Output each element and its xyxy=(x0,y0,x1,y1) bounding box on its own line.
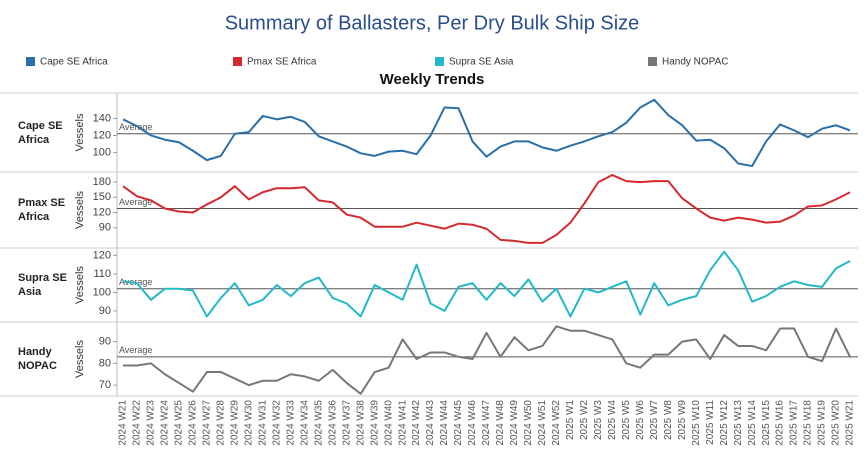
y-tick-label: 90 xyxy=(99,335,111,347)
average-label: Average xyxy=(119,345,152,355)
x-tick-label: 2025 W1 xyxy=(565,400,576,440)
x-tick-label: 2024 W23 xyxy=(146,400,157,446)
x-tick-label: 2025 W20 xyxy=(831,400,842,446)
x-tick-label: 2024 W29 xyxy=(229,400,240,446)
legend-swatch xyxy=(233,57,242,66)
x-tick-label: 2025 W21 xyxy=(845,400,856,446)
series-line xyxy=(123,325,851,395)
x-tick-label: 2024 W44 xyxy=(439,400,450,446)
x-tick-label: 2025 W6 xyxy=(635,400,646,440)
legend-label: Handy NOPAC xyxy=(662,57,729,68)
y-tick-label: 70 xyxy=(99,379,111,391)
y-tick-label: 90 xyxy=(99,305,111,317)
y-tick-label: 120 xyxy=(93,129,111,141)
y-axis-label: Vessels xyxy=(74,266,86,304)
x-tick-label: 2025 W13 xyxy=(733,400,744,446)
average-label: Average xyxy=(119,197,152,207)
x-tick-label: 2025 W17 xyxy=(789,400,800,446)
x-tick-label: 2024 W50 xyxy=(523,400,534,446)
x-tick-label: 2024 W30 xyxy=(243,400,254,446)
x-tick-label: 2024 W46 xyxy=(467,400,478,446)
x-tick-label: 2025 W8 xyxy=(663,400,674,440)
x-tick-label: 2025 W11 xyxy=(705,400,716,445)
x-tick-label: 2025 W19 xyxy=(817,400,828,446)
x-tick-label: 2024 W41 xyxy=(397,400,408,446)
chart-title: Summary of Ballasters, Per Dry Bulk Ship… xyxy=(225,12,640,34)
legend-label: Supra SE Asia xyxy=(449,57,514,68)
y-tick-label: 140 xyxy=(93,112,111,124)
x-tick-label: 2024 W31 xyxy=(257,400,268,446)
y-axis-label: Vessels xyxy=(74,340,86,378)
x-tick-label: 2025 W5 xyxy=(621,400,632,440)
series-line xyxy=(122,98,851,168)
x-tick-label: 2024 W47 xyxy=(481,400,492,446)
x-tick-label: 2024 W24 xyxy=(160,400,171,446)
x-tick-label: 2024 W34 xyxy=(299,400,310,446)
x-tick-label: 2024 W27 xyxy=(202,400,213,446)
average-label: Average xyxy=(119,122,152,132)
x-tick-label: 2025 W3 xyxy=(593,400,604,440)
x-tick-label: 2024 W35 xyxy=(313,400,324,446)
row-label: Handy NOPAC xyxy=(18,346,57,372)
x-tick-label: 2024 W32 xyxy=(271,400,282,446)
x-tick-label: 2024 W37 xyxy=(341,400,352,446)
x-tick-label: 2025 W4 xyxy=(607,400,618,440)
series-line xyxy=(122,250,851,318)
x-tick-label: 2024 W38 xyxy=(355,400,366,446)
row-label: Supra SE Asia xyxy=(18,272,67,298)
x-tick-label: 2025 W18 xyxy=(803,400,814,446)
y-tick-label: 100 xyxy=(93,286,111,298)
y-tick-label: 180 xyxy=(93,176,111,188)
y-tick-label: 100 xyxy=(93,146,111,158)
x-tick-label: 2025 W10 xyxy=(691,400,702,446)
legend-label: Pmax SE Africa xyxy=(247,57,317,68)
legend-label: Cape SE Africa xyxy=(40,57,108,68)
x-tick-label: 2024 W45 xyxy=(453,400,464,446)
x-tick-label: 2025 W14 xyxy=(747,400,758,446)
x-tick-label: 2024 W25 xyxy=(174,400,185,446)
chart-subtitle: Weekly Trends xyxy=(380,71,485,88)
y-tick-label: 120 xyxy=(93,206,111,218)
legend-swatch xyxy=(648,57,657,66)
x-tick-label: 2024 W43 xyxy=(425,400,436,446)
x-tick-label: 2025 W2 xyxy=(579,400,590,440)
y-tick-label: 150 xyxy=(93,191,111,203)
row-label: Cape SE Africa xyxy=(18,119,63,146)
x-tick-label: 2024 W22 xyxy=(132,400,143,446)
y-tick-label: 80 xyxy=(99,357,111,369)
y-tick-label: 90 xyxy=(99,222,111,234)
y-tick-label: 110 xyxy=(93,268,111,280)
y-tick-label: 120 xyxy=(93,249,111,261)
x-tick-label: 2024 W42 xyxy=(411,400,422,446)
y-axis-label: Vessels xyxy=(74,191,86,229)
series-line xyxy=(122,174,851,244)
x-tick-label: 2024 W28 xyxy=(216,400,227,446)
x-tick-label: 2024 W33 xyxy=(285,400,296,446)
row-label: Pmax SE Africa xyxy=(18,197,66,223)
x-tick-label: 2025 W12 xyxy=(719,400,730,446)
x-tick-label: 2025 W16 xyxy=(775,400,786,446)
x-tick-label: 2024 W36 xyxy=(327,400,338,446)
x-tick-label: 2024 W40 xyxy=(383,400,394,446)
x-tick-label: 2024 W48 xyxy=(495,400,506,446)
x-tick-label: 2025 W15 xyxy=(761,400,772,446)
x-tick-label: 2024 W21 xyxy=(118,400,129,446)
legend-swatch xyxy=(435,57,444,66)
x-tick-label: 2025 W7 xyxy=(649,400,660,440)
x-tick-label: 2024 W26 xyxy=(188,400,199,446)
x-tick-label: 2024 W39 xyxy=(369,400,380,446)
x-tick-label: 2025 W9 xyxy=(677,400,688,440)
legend-swatch xyxy=(26,57,35,66)
x-tick-label: 2024 W49 xyxy=(509,400,520,446)
y-axis-label: Vessels xyxy=(74,113,86,151)
x-tick-label: 2024 W52 xyxy=(551,400,562,446)
x-tick-label: 2024 W51 xyxy=(537,400,548,446)
